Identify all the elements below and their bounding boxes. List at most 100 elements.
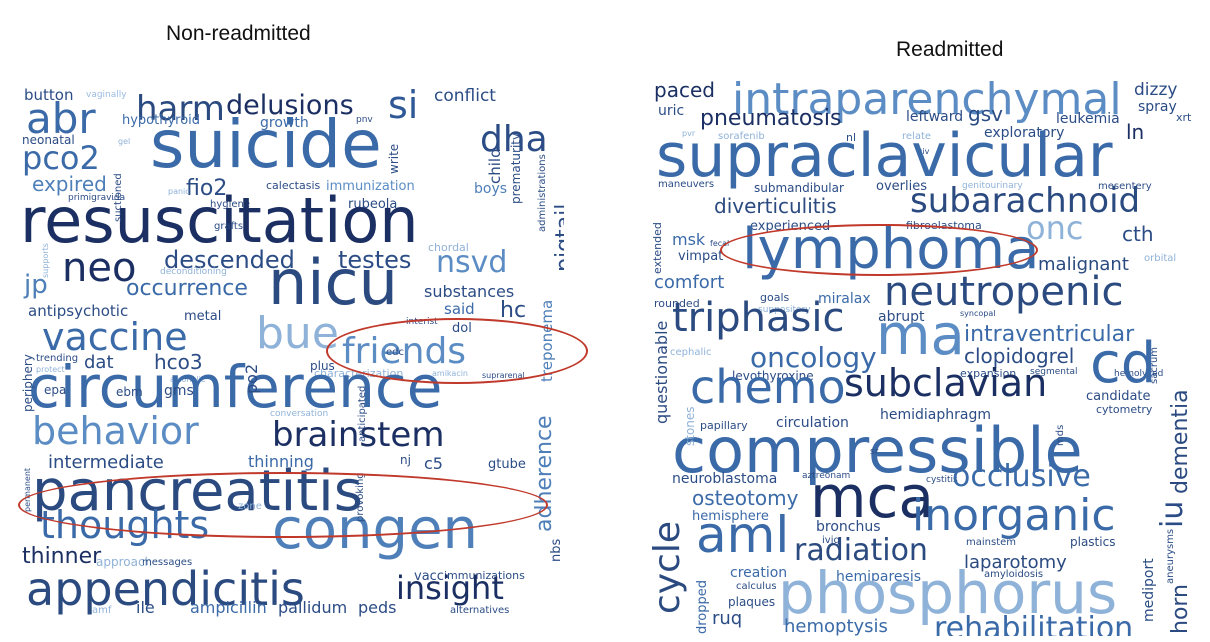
word-plaques: plaques (728, 595, 776, 609)
word-metal: metal (184, 309, 222, 324)
word-mca: mca (810, 463, 934, 531)
word-ebm: ebm (116, 385, 143, 399)
word-overlies: overlies (876, 179, 927, 194)
word-creation: creation (730, 565, 788, 581)
word-child: child (486, 148, 504, 184)
word-antipsychotic: antipsychotic (28, 302, 129, 320)
word-triphasic: triphasic (672, 295, 845, 341)
word-chemo: chemo (690, 360, 846, 414)
word-aneurysms: aneurysms (1165, 528, 1176, 584)
word-neuroblastoma: neuroblastoma (672, 471, 778, 487)
title-non-readmitted: Non-readmitted (166, 22, 311, 45)
word-spray: spray (1138, 99, 1177, 115)
word-calectasis: calectasis (266, 179, 321, 192)
word-ln: ln (1126, 120, 1145, 144)
word-administrations: administrations (537, 154, 548, 232)
word-plastics: plastics (1070, 535, 1116, 549)
word-pco2: pco2 (22, 139, 100, 177)
word-subclavian: subclavian (844, 361, 1048, 405)
word-hemoptysis: hemoptysis (784, 616, 888, 636)
word-alcoholic: alcoholic (170, 375, 206, 384)
word-dizzy: dizzy (1134, 80, 1178, 100)
word-descended: descended (164, 246, 295, 274)
word-neonatal: neonatal (22, 133, 75, 147)
word-compressible: compressible (672, 414, 1083, 487)
word-aml: aml (696, 506, 790, 564)
word-neo: neo (62, 245, 137, 291)
word-levothyroxine: levothyroxine (732, 369, 814, 383)
word-cycle: cycle (650, 520, 688, 614)
word-diverticulitis: diverticulitis (714, 194, 837, 218)
word-msk: msk (672, 230, 706, 249)
word-sorafenib: sorafenib (718, 131, 765, 142)
word-dropped: dropped (695, 579, 710, 634)
word-c5: c5 (424, 454, 443, 473)
word-syncopal: syncopal (960, 309, 996, 318)
word-extended: extended (651, 222, 664, 274)
word-approach: approach (96, 555, 153, 569)
word-paced: paced (654, 78, 715, 102)
word-brainstem: brainstem (272, 415, 445, 455)
word-candidate: candidate (1086, 389, 1151, 404)
word-nbs: nbs (549, 538, 564, 562)
word-said: said (444, 300, 475, 318)
word-pnv: pnv (356, 115, 373, 125)
word-gel: gel (118, 137, 131, 146)
word-rehabilitation: rehabilitation (934, 611, 1134, 637)
word-expansion: expansion (960, 367, 1017, 380)
word-vaccine: vaccine (42, 315, 188, 359)
highlight-lymphoma-ellipse (720, 224, 1038, 276)
word-hygiene: hygiene (210, 199, 251, 210)
word-hemisphere: hemisphere (692, 509, 769, 524)
word-messages: messages (142, 557, 193, 568)
word-substances: substances (424, 282, 515, 301)
word-maneuvers: maneuvers (658, 179, 715, 190)
word-mds: mds (1055, 424, 1066, 446)
word-phosphorus: phosphorus (778, 559, 1118, 627)
word-hemidiaphragm: hemidiaphragm (880, 407, 991, 423)
word-hypothyroid: hypothyroid (122, 113, 201, 128)
word-mediport: mediport (1141, 558, 1157, 622)
word-dat: dat (84, 352, 114, 373)
word-onc: onc (1026, 209, 1084, 247)
word-peds: peds (358, 598, 397, 617)
word-fio2: fio2 (186, 176, 228, 201)
word-leukemia: leukemia (1056, 111, 1120, 127)
word-cd: cd (1090, 331, 1157, 396)
word-genitourinary: genitourinary (962, 181, 1023, 191)
word-ile: ile (136, 598, 155, 617)
word-submandibular: submandibular (754, 181, 844, 195)
word-button: button (24, 86, 74, 104)
word-dha: dha (480, 119, 548, 160)
word-delusions: delusions (226, 90, 354, 121)
word-dementia: dementia (1168, 389, 1193, 494)
word-anticipated: anticipated (357, 385, 368, 442)
word-periphery: periphery (21, 354, 35, 412)
word-write: write (387, 143, 401, 174)
word-cth: cth (1122, 222, 1154, 246)
word-clopidogrel: clopidogrel (964, 344, 1075, 368)
word-hco3: hco3 (154, 350, 203, 374)
word-miralax: miralax (818, 291, 871, 307)
word-testes: testes (338, 246, 412, 274)
word-ampicillin: ampicillin (190, 598, 267, 617)
word-cystitis: cystitis (926, 475, 958, 485)
word-ma: ma (876, 303, 965, 368)
word-vimpat: vimpat (678, 249, 724, 264)
word-adherence: adherence (532, 415, 557, 532)
word-jp: jp (24, 270, 48, 300)
word-exploratory: exploratory (984, 125, 1065, 141)
word-po2: po2 (242, 363, 261, 394)
word-si: si (388, 83, 419, 127)
word-protect: protect (36, 365, 65, 374)
word-supports: supports (41, 243, 50, 278)
word-appendicitis: appendicitis (26, 562, 305, 616)
word-boys: boys (474, 181, 508, 197)
word-relate: relate (902, 131, 932, 142)
word-leftward: leftward (906, 109, 964, 125)
word-alternatives: alternatives (450, 605, 510, 616)
word-pigtail: pigtail (552, 203, 564, 272)
word-civ: civ (918, 147, 930, 156)
word-prematurity: prematurity (509, 132, 523, 204)
highlight-friends-ellipse (326, 318, 588, 384)
